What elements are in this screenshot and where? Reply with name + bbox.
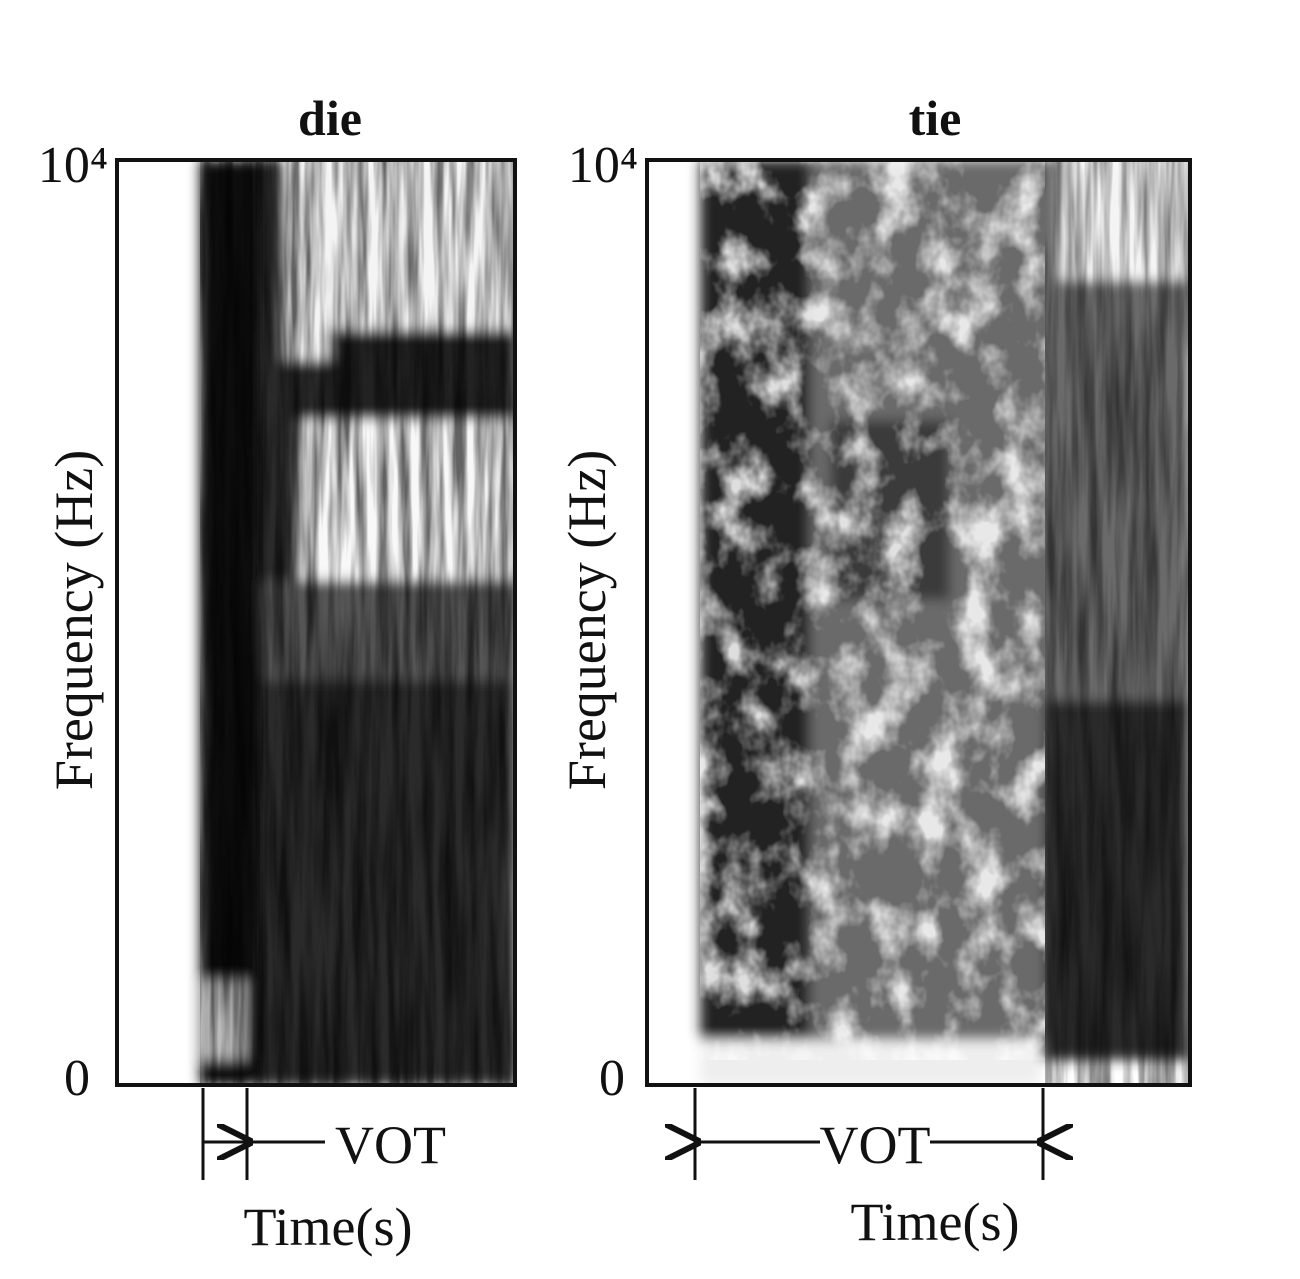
x-axis-label: Time(s): [850, 1192, 1019, 1252]
y-axis-label: Frequency (Hz): [44, 450, 104, 790]
vot-label: VOT: [820, 1115, 931, 1175]
y-tick-label: 10⁴: [38, 137, 108, 194]
panel-title: tie: [909, 90, 962, 146]
spectrogram-tie: [647, 160, 1190, 1085]
vot-label: VOT: [335, 1115, 446, 1175]
vot-marker: [695, 1088, 1043, 1180]
y-tick-label: 10⁴: [568, 137, 638, 194]
spectrogram-die: [117, 160, 515, 1085]
frame: [645, 158, 1192, 1087]
y-tick-label: 0: [599, 1050, 625, 1107]
x-axis-label: Time(s): [243, 1197, 412, 1257]
y-axis-label: Frequency (Hz): [557, 450, 617, 790]
panel-title: die: [298, 90, 362, 146]
vot-marker: [201, 1088, 325, 1180]
y-tick-label: 0: [64, 1050, 90, 1107]
frame: [115, 158, 517, 1087]
